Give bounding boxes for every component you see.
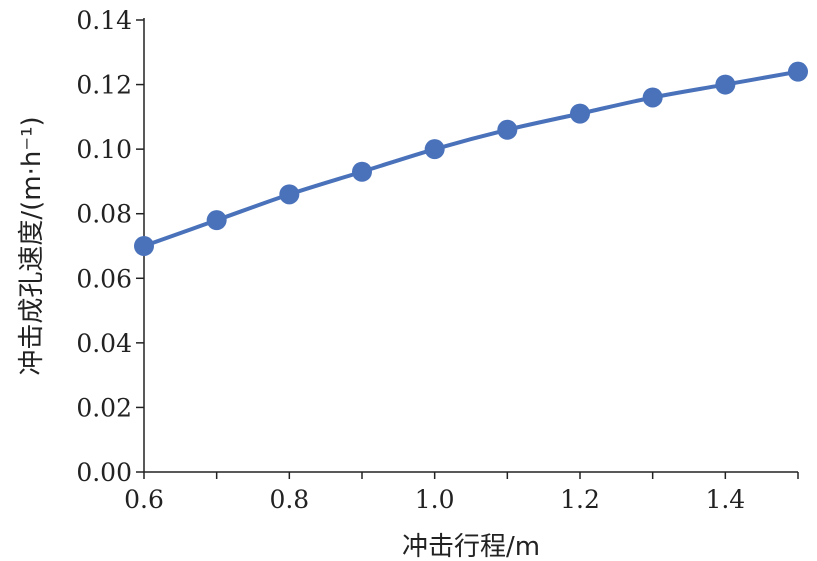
- y-tick-label: 0.00: [76, 458, 132, 487]
- y-tick-label: 0.10: [76, 135, 132, 164]
- data-point: [279, 184, 300, 205]
- x-tick-label: 1.2: [560, 485, 600, 514]
- y-axis-label: 冲击成孔速度/(m·h⁻¹): [17, 116, 47, 375]
- series-line: [142, 69, 800, 248]
- data-point: [642, 87, 663, 108]
- y-tick-label: 0.12: [76, 71, 132, 100]
- x-tick-label: 0.6: [124, 485, 164, 514]
- x-tick-label: 1.0: [415, 485, 455, 514]
- y-tick-label: 0.14: [76, 6, 132, 35]
- y-tick-label: 0.06: [76, 264, 132, 293]
- data-point: [206, 210, 227, 231]
- axes: [143, 18, 798, 473]
- data-point: [788, 61, 808, 82]
- data-point: [570, 103, 590, 124]
- y-tick-label: 0.08: [76, 200, 132, 229]
- y-tick-label: 0.02: [76, 393, 132, 422]
- ticks: 0.00 0.02 0.04 0.06 0.08 0.10 0.12 0.14 0.6 0.8 1.…: [76, 6, 799, 514]
- x-tick-label: 0.8: [269, 485, 309, 514]
- data-point: [497, 119, 518, 140]
- x-tick-label: 1.4: [705, 485, 745, 514]
- data-point: [424, 139, 445, 160]
- y-tick-label: 0.04: [76, 329, 132, 358]
- series-layer: [134, 61, 808, 256]
- x-axis-label: 冲击行程/m: [402, 532, 540, 561]
- data-point: [352, 161, 372, 182]
- data-point: [715, 74, 736, 95]
- data-point: [134, 236, 154, 256]
